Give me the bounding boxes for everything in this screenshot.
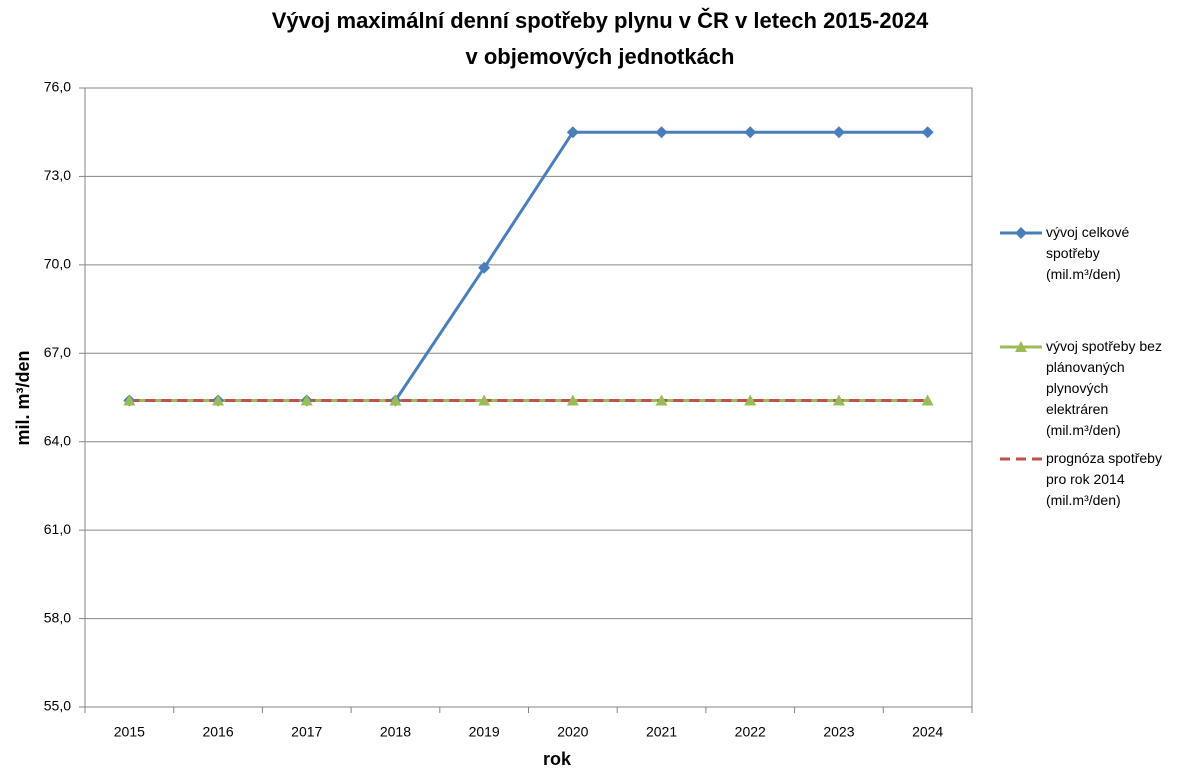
legend-entry: prognóza spotřeby pro rok 2014 (mil.m³/d…: [1046, 450, 1162, 508]
x-tick-label: 2018: [380, 724, 411, 740]
point: [744, 126, 757, 139]
point: [921, 394, 934, 406]
point: [566, 126, 579, 139]
x-tick-label: 2019: [469, 724, 500, 740]
y-tick-label: 67,0: [44, 344, 71, 360]
chart-title: Vývoj maximální denní spotřeby plynu v Č…: [272, 8, 929, 33]
point: [655, 126, 668, 139]
legend-marker: [1015, 341, 1027, 352]
x-tick-label: 2015: [114, 724, 145, 740]
x-tick-label: 2023: [823, 724, 854, 740]
point: [478, 261, 491, 274]
x-tick-label: 2020: [557, 724, 588, 740]
point: [921, 126, 934, 139]
legend-label: vývoj celkové spotřeby (mil.m³/den): [1046, 224, 1130, 282]
point: [123, 394, 136, 406]
point: [478, 394, 491, 406]
y-axis-label: mil. m³/den: [13, 350, 33, 445]
point: [389, 394, 402, 406]
legend-entry: vývoj spotřeby bez plánovaných plynových…: [1046, 338, 1162, 438]
point: [566, 394, 579, 406]
point: [655, 394, 668, 406]
point: [300, 394, 313, 406]
point: [832, 394, 845, 406]
point: [832, 126, 845, 139]
chart-subtitle: v objemových jednotkách: [466, 44, 735, 69]
y-tick-label: 70,0: [44, 256, 71, 272]
y-tick-label: 58,0: [44, 609, 71, 625]
x-tick-label: 2022: [735, 724, 766, 740]
point: [212, 394, 225, 406]
y-tick-label: 73,0: [44, 167, 71, 183]
y-tick-label: 64,0: [44, 432, 71, 448]
y-tick-label: 55,0: [44, 698, 71, 714]
legend-entry: vývoj celkové spotřeby (mil.m³/den): [1046, 224, 1130, 282]
legend-label: prognóza spotřeby pro rok 2014 (mil.m³/d…: [1046, 450, 1162, 508]
point: [744, 394, 757, 406]
x-tick-label: 2024: [912, 724, 943, 740]
x-axis-label: rok: [543, 749, 572, 769]
x-tick-label: 2016: [202, 724, 233, 740]
legend-marker: [1015, 227, 1027, 239]
x-tick-label: 2017: [291, 724, 322, 740]
x-tick-label: 2021: [646, 724, 677, 740]
y-tick-label: 61,0: [44, 521, 71, 537]
legend-label: vývoj spotřeby bez plánovaných plynových…: [1046, 338, 1162, 438]
y-tick-label: 76,0: [44, 79, 71, 95]
series-line: [129, 130, 928, 402]
